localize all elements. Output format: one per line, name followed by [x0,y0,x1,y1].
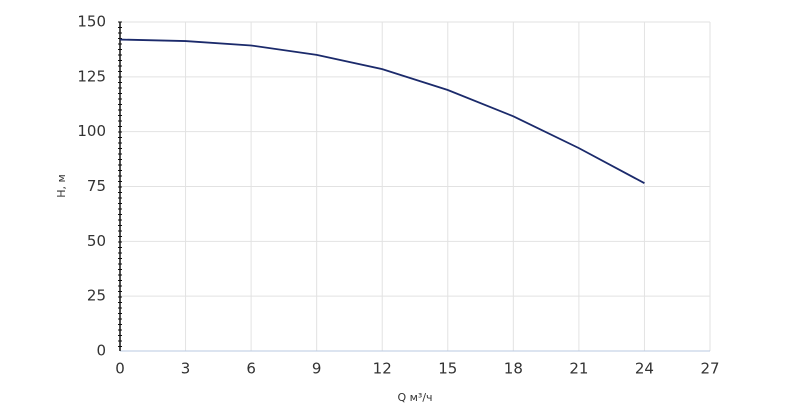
x-tick-label: 21 [569,360,588,378]
y-tick-label: 125 [77,67,106,85]
x-tick-label: 9 [312,360,322,378]
x-tick-label: 12 [373,360,392,378]
x-tick-label: 27 [700,360,719,378]
y-tick-label: 0 [96,342,106,360]
y-tick-label: 100 [77,122,106,140]
line [119,38,645,185]
x-tick-label: 3 [181,360,191,378]
x-axis-label: Q м³/ч [397,391,432,404]
x-tick-label: 0 [115,360,125,378]
x-tick-label: 6 [246,360,256,378]
x-tick-label: 18 [504,360,523,378]
y-tick-label: 25 [87,287,106,305]
x-tick-label: 24 [635,360,654,378]
y-tick-label: 50 [87,232,106,250]
y-tick-label: 75 [87,177,106,195]
x-tick-label: 15 [438,360,457,378]
y-tick-label: 150 [77,13,106,31]
y-axis-label: H, м [55,174,68,198]
